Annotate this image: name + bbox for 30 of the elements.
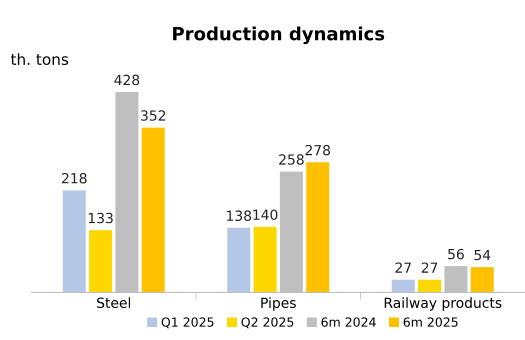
bar bbox=[254, 226, 277, 292]
data-label: 352 bbox=[141, 110, 166, 121]
bar bbox=[89, 230, 112, 292]
data-label: 56 bbox=[448, 248, 464, 260]
data-label: 258 bbox=[279, 154, 304, 165]
y-axis-title: th. tons bbox=[10, 53, 68, 66]
x-tick-label: Railway products bbox=[384, 297, 502, 311]
data-label: 138 bbox=[227, 210, 252, 221]
bar bbox=[418, 280, 442, 292]
bar bbox=[62, 190, 86, 292]
legend-label: Q2 2025 bbox=[241, 317, 294, 328]
chart-title: Production dynamics bbox=[173, 26, 384, 44]
bar bbox=[470, 267, 494, 292]
data-label: 27 bbox=[395, 262, 411, 273]
data-label: 428 bbox=[114, 74, 140, 86]
legend-label: 6m 2025 bbox=[404, 317, 458, 327]
bar bbox=[227, 228, 250, 292]
data-label: 27 bbox=[422, 262, 438, 273]
data-label: 133 bbox=[88, 212, 113, 224]
bar bbox=[142, 128, 165, 292]
data-label: 278 bbox=[305, 144, 330, 156]
legend-label: 6m 2024 bbox=[321, 317, 376, 327]
bar bbox=[306, 162, 330, 292]
bar bbox=[392, 280, 415, 292]
data-label: 218 bbox=[62, 172, 87, 184]
x-tick-label: Pipes bbox=[261, 297, 296, 311]
data-label: 140 bbox=[253, 210, 278, 220]
legend-label: Q1 2025 bbox=[162, 317, 214, 328]
x-tick-label: Steel bbox=[97, 297, 130, 308]
data-label: 54 bbox=[474, 250, 490, 260]
